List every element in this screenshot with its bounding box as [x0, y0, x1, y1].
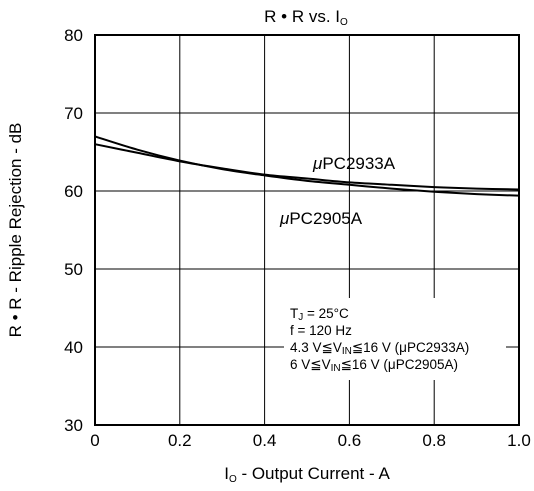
- series-label-2-text: PC2905A: [289, 209, 362, 228]
- condition-text: 4.3 V≦V: [290, 340, 342, 355]
- series-label-upc2905a: μPC2905A: [279, 209, 363, 228]
- x-axis-label-sub: O: [229, 474, 237, 485]
- y-tick-label-4: 70: [64, 104, 83, 123]
- y-tick-label-2: 50: [64, 260, 83, 279]
- condition-subscript: IN: [342, 346, 352, 357]
- condition-line-0: TJ = 25°C: [290, 306, 349, 323]
- series-label-1-text: PC2933A: [322, 154, 395, 173]
- plot-area-frame: [94, 34, 520, 426]
- x-axis-ticks: 0 0.2 0.4 0.6 0.8 1.0: [90, 431, 531, 450]
- condition-text: ≦16 V (μPC2905A): [341, 357, 458, 372]
- y-tick-label-5: 80: [64, 26, 83, 45]
- x-axis-label-post: - Output Current - A: [237, 464, 391, 483]
- x-tick-label-0: 0: [90, 431, 99, 450]
- x-tick-label-1: 0.2: [168, 431, 192, 450]
- condition-text: T: [290, 306, 298, 321]
- y-axis-ticks: 30 40 50 60 70 80: [64, 26, 83, 435]
- condition-subscript: J: [298, 312, 303, 323]
- y-tick-label-1: 40: [64, 338, 83, 357]
- x-tick-label-5: 1.0: [507, 431, 531, 450]
- series-line-1: [94, 135, 520, 197]
- condition-line-3: 6 V≦VIN≦16 V (μPC2905A): [290, 357, 458, 374]
- condition-text: ≦16 V (μPC2933A): [352, 340, 469, 355]
- chart-title-sub: O: [340, 17, 348, 28]
- condition-line-2: 4.3 V≦VIN≦16 V (μPC2933A): [290, 340, 469, 357]
- condition-text: = 25°C: [303, 306, 349, 321]
- condition-text: f = 120 Hz: [290, 323, 352, 338]
- series-line-0: [94, 143, 520, 191]
- y-tick-label-3: 60: [64, 182, 83, 201]
- series-lines: [94, 135, 520, 197]
- mu-symbol-1: μ: [312, 154, 323, 173]
- y-axis-label: R • R - Ripple Rejection - dB: [6, 123, 25, 338]
- condition-text: 6 V≦V: [290, 357, 331, 372]
- conditions-block: TJ = 25°Cf = 120 Hz4.3 V≦VIN≦16 V (μPC29…: [290, 306, 469, 374]
- x-axis-label-pre: I: [224, 464, 229, 483]
- condition-subscript: IN: [331, 363, 341, 374]
- chart-title-main: R • R vs. I: [264, 7, 340, 26]
- x-tick-label-2: 0.4: [253, 431, 277, 450]
- x-tick-label-4: 0.8: [422, 431, 446, 450]
- x-tick-label-3: 0.6: [338, 431, 362, 450]
- conditions-background: [284, 298, 506, 380]
- chart-title: R • R vs. IO: [264, 7, 348, 28]
- mu-symbol-2: μ: [279, 209, 290, 228]
- condition-line-1: f = 120 Hz: [290, 323, 352, 338]
- x-axis-label: IO - Output Current - A: [224, 464, 390, 485]
- series-label-upc2933a: μPC2933A: [312, 154, 396, 173]
- y-tick-label-0: 30: [64, 416, 83, 435]
